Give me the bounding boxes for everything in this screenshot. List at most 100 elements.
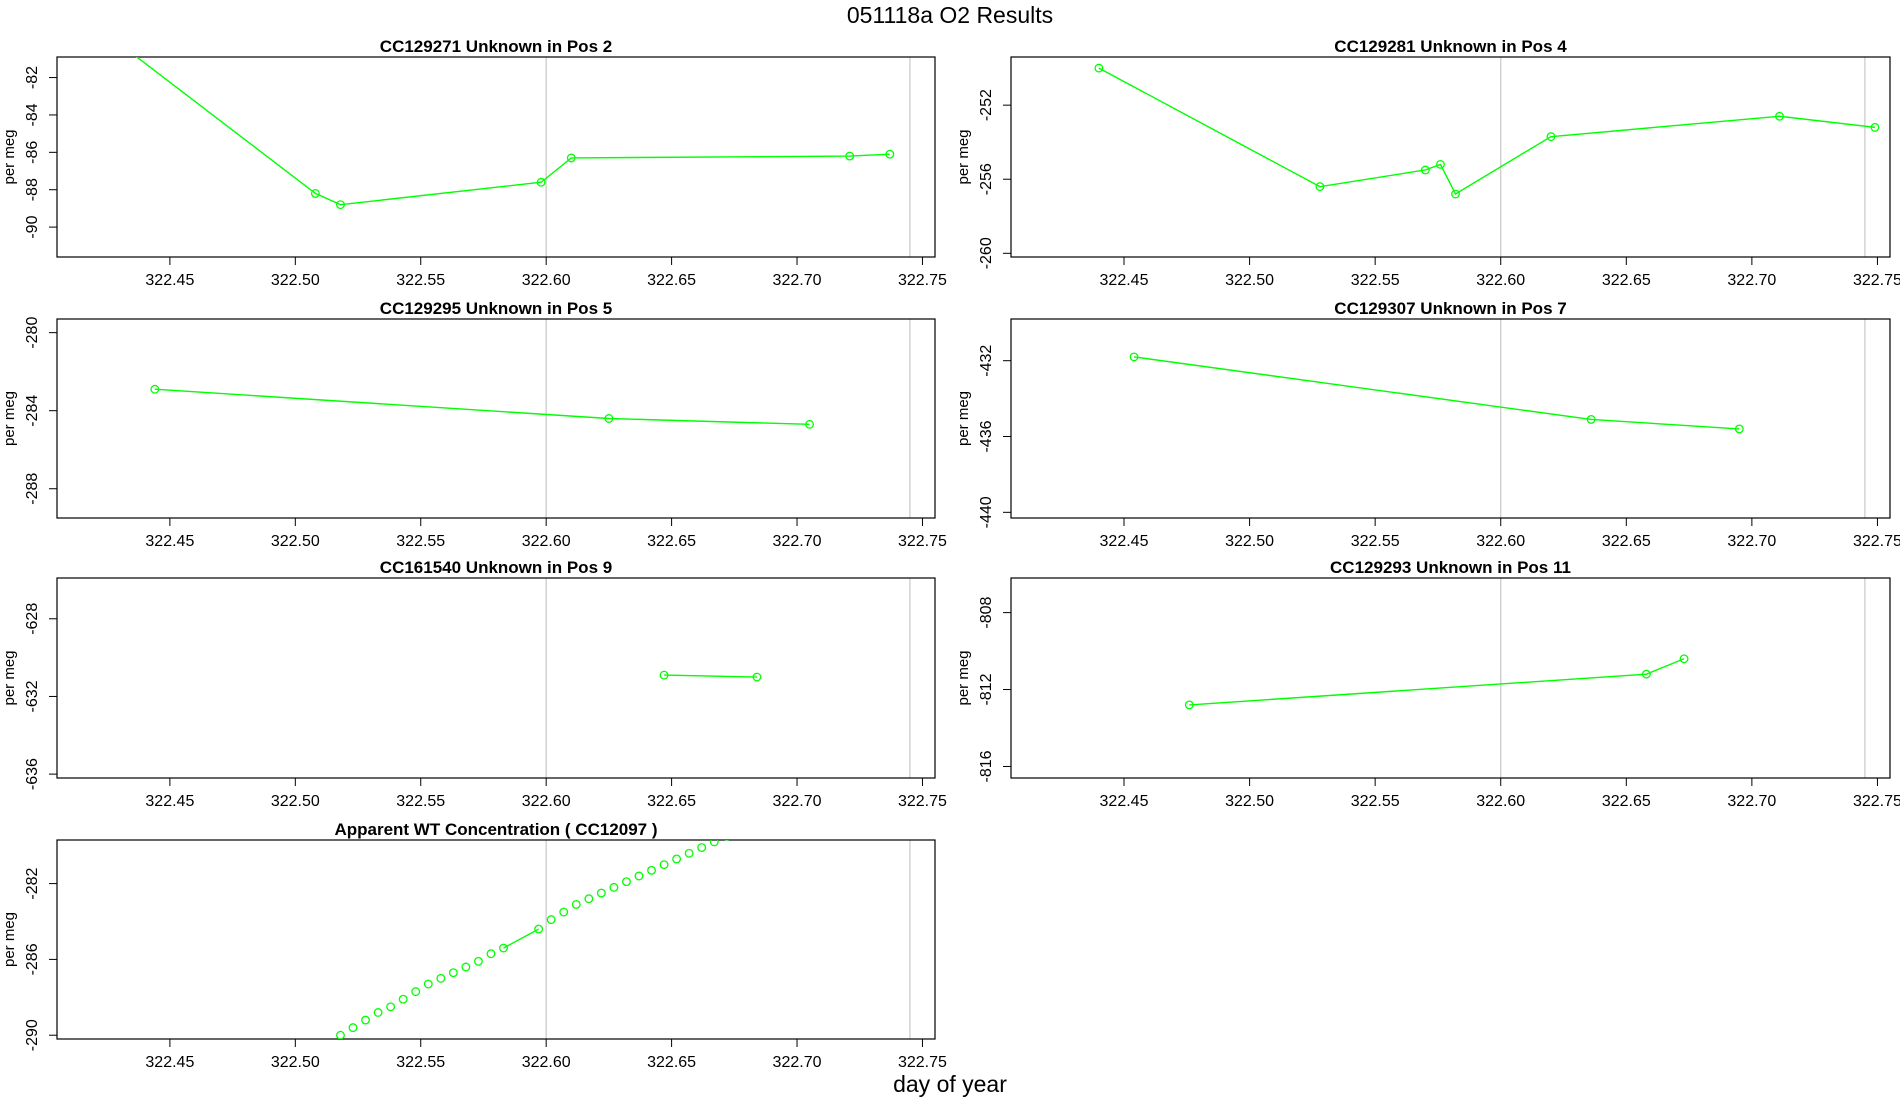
x-tick-label: 322.60 [1476, 793, 1525, 810]
x-tick-label: 322.65 [647, 533, 696, 550]
series-line [1098, 67, 1876, 196]
x-tick-label: 322.75 [898, 533, 947, 550]
y-tick-label: -636 [24, 758, 41, 790]
data-point [752, 672, 762, 682]
x-tick-label: 322.65 [1602, 272, 1651, 289]
data-point [596, 888, 606, 898]
data-point [336, 200, 345, 210]
x-tick-label: 322.55 [1351, 793, 1400, 810]
data-point [1094, 63, 1104, 73]
x-tick-label: 322.45 [145, 1054, 194, 1071]
data-point [748, 821, 756, 829]
y-tick-label: -288 [24, 473, 41, 505]
data-point [310, 188, 320, 198]
data-point [499, 943, 508, 953]
y-axis-label: per meg [1, 129, 18, 184]
data-area [135, 57, 895, 210]
x-tick-label: 322.50 [271, 793, 320, 810]
chart-panel-6: CC129293 Unknown in Pos 11 322.45 322.50 32… [955, 558, 1900, 810]
panel-title: CC129281 Unknown in Pos 4 [1334, 37, 1567, 56]
x-tick-label: 322.65 [1602, 793, 1651, 810]
y-axis-label: per meg [955, 650, 972, 705]
x-tick-label: 322.70 [1727, 533, 1776, 550]
x-tick-label: 322.70 [1727, 272, 1776, 289]
panel-title: CC161540 Unknown in Pos 9 [380, 558, 612, 577]
data-point [386, 1002, 396, 1012]
y-tick-label: -260 [978, 237, 995, 269]
data-point [361, 1015, 371, 1025]
series-line [1133, 356, 1740, 430]
data-point [1129, 352, 1139, 362]
data-point [473, 956, 483, 966]
data-point [1546, 132, 1556, 142]
x-tick-label: 322.75 [898, 272, 947, 289]
x-tick-label: 322.50 [271, 272, 320, 289]
y-tick-label: -816 [978, 750, 995, 782]
x-tick-label: 322.75 [898, 793, 947, 810]
data-point [684, 848, 694, 858]
data-point [845, 151, 855, 161]
y-axis-label: per meg [955, 391, 972, 446]
data-point [885, 149, 895, 159]
data-point [534, 924, 544, 934]
x-tick-label: 322.50 [271, 1054, 320, 1071]
x-tick-label: 322.50 [1225, 533, 1274, 550]
chart-panel-3: CC129295 Unknown in Pos 5 322.45 322.50 322… [1, 299, 947, 550]
plot-frame [1010, 318, 1891, 519]
panel-title: Apparent WT Concentration ( CC12097 ) [334, 820, 657, 839]
data-point [1586, 414, 1596, 424]
x-tick-label: 322.50 [1225, 272, 1274, 289]
x-tick-label: 322.45 [145, 793, 194, 810]
series-line [503, 928, 539, 949]
x-tick-label: 322.65 [647, 793, 696, 810]
series-line [135, 57, 890, 206]
y-tick-label: -282 [24, 867, 41, 899]
x-tick-label: 322.60 [522, 272, 571, 289]
data-point [1420, 165, 1430, 175]
x-tick-label: 322.75 [898, 1054, 947, 1071]
data-point [1315, 182, 1325, 192]
data-point [697, 843, 707, 853]
data-point [1184, 700, 1194, 710]
x-tick-label: 322.70 [1727, 793, 1776, 810]
data-point [448, 968, 458, 978]
x-axis-label: day of year [893, 1071, 1007, 1097]
y-tick-label: -84 [24, 103, 41, 126]
data-point [486, 949, 496, 959]
panel-title: CC129295 Unknown in Pos 5 [380, 299, 612, 318]
x-tick-label: 322.60 [1476, 533, 1525, 550]
x-tick-label: 322.70 [773, 1054, 822, 1071]
plot-frame [56, 577, 936, 779]
x-tick-label: 322.65 [647, 1054, 696, 1071]
panel-title: CC129293 Unknown in Pos 11 [1330, 558, 1571, 577]
x-tick-label: 322.70 [773, 533, 822, 550]
data-point [724, 840, 730, 841]
data-point [411, 987, 421, 997]
chart-panel-1: CC129271 Unknown in Pos 2 322.45 322.50 322… [1, 37, 947, 289]
data-point [1870, 122, 1880, 132]
data-point [1734, 424, 1744, 434]
plot-frame [56, 839, 936, 1040]
chart-panel-5: CC161540 Unknown in Pos 9 322.45 322.50 322… [1, 558, 947, 810]
x-tick-label: 322.60 [1476, 272, 1525, 289]
data-point [150, 384, 160, 394]
plot-frame [1010, 577, 1891, 779]
x-tick-label: 322.55 [396, 793, 445, 810]
x-tick-label: 322.75 [1853, 793, 1900, 810]
y-tick-label: -436 [978, 420, 995, 452]
series-line [664, 674, 757, 678]
x-tick-label: 322.55 [396, 1054, 445, 1071]
series-line [1189, 658, 1685, 706]
y-tick-label: -90 [24, 215, 41, 238]
plot-frame [56, 318, 936, 519]
data-point [1679, 654, 1689, 664]
x-tick-label: 322.75 [1853, 272, 1900, 289]
y-tick-label: -82 [24, 66, 41, 89]
data-point [566, 153, 576, 163]
data-point [571, 899, 581, 909]
data-area [150, 384, 815, 429]
data-point [546, 915, 556, 925]
data-point [461, 962, 471, 972]
y-tick-label: -432 [978, 345, 995, 377]
